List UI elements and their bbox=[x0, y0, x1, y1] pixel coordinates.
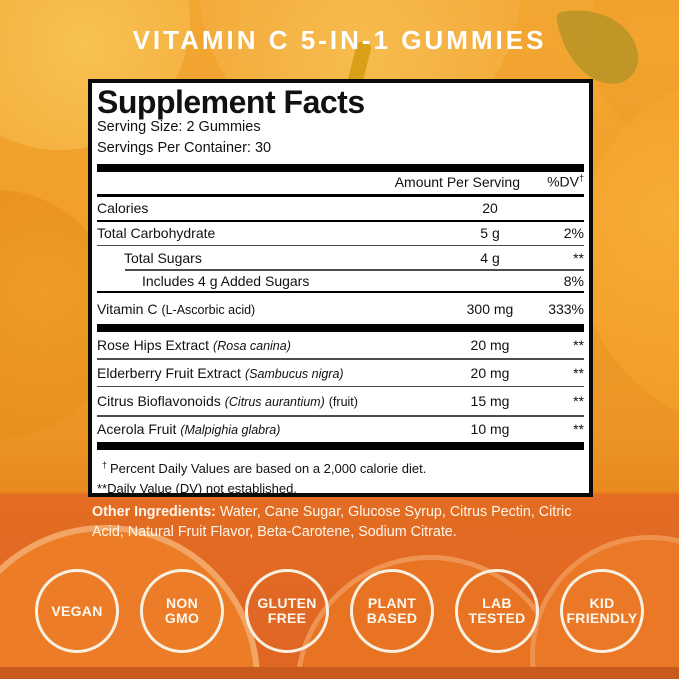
table-row-total-sugars: Total Sugars 4 g ** bbox=[124, 249, 584, 266]
thick-divider bbox=[97, 164, 584, 172]
table-row-elderberry: Elderberry Fruit Extract (Sambucus nigra)… bbox=[97, 364, 584, 381]
divider bbox=[97, 290, 584, 294]
footnote-daily-values: † Percent Daily Values are based on a 2,0… bbox=[102, 459, 427, 476]
divider bbox=[97, 415, 584, 417]
badge-gluten-free: GLUTEN FREE bbox=[245, 569, 329, 653]
thick-divider bbox=[97, 441, 584, 450]
other-ingredients-label: Other Ingredients: bbox=[92, 504, 216, 520]
product-title: VITAMIN C 5-IN-1 GUMMIES bbox=[132, 25, 547, 55]
table-row-rose-hips: Rose Hips Extract (Rosa canina) 20 mg ** bbox=[97, 337, 584, 354]
table-row-total-carbohydrate: Total Carbohydrate 5 g 2% bbox=[97, 225, 584, 242]
orange-photo-shape bbox=[578, 70, 679, 430]
divider bbox=[125, 269, 584, 271]
table-header: Amount Per Serving %DV† bbox=[97, 172, 584, 194]
table-row-citrus-bioflavonoids: Citrus Bioflavonoids (Citrus aurantium) (f… bbox=[97, 393, 584, 410]
other-ingredients-text: Water, Cane Sugar, Glucose Syrup, Citrus… bbox=[92, 504, 572, 540]
table-row-vitamin-c: Vitamin C (L-Ascorbic acid) 300 mg 333% bbox=[97, 300, 584, 317]
divider bbox=[97, 219, 584, 222]
servings-per-container: Servings Per Container: 30 bbox=[97, 140, 272, 156]
divider bbox=[97, 194, 584, 197]
footnote-dv-not-established: **Daily Value (DV) not established. bbox=[97, 481, 297, 496]
badge-vegan: VEGAN bbox=[35, 569, 119, 653]
other-ingredients: Other Ingredients: Water, Cane Sugar, Gl… bbox=[92, 503, 592, 542]
thick-divider bbox=[97, 324, 584, 333]
badge-lab-tested: LAB TESTED bbox=[455, 569, 539, 653]
badge-non-gmo: NON GMO bbox=[140, 569, 224, 653]
claim-badges: VEGAN NON GMO GLUTEN FREE PLANT BASED LAB TE… bbox=[0, 569, 679, 653]
divider bbox=[97, 385, 584, 388]
divider bbox=[97, 358, 584, 360]
column-amount: Amount Per Serving bbox=[394, 174, 520, 190]
divider bbox=[97, 244, 584, 247]
panel-heading: Supplement Facts bbox=[97, 84, 365, 120]
table-row-acerola: Acerola Fruit (Malpighia glabra) 10 mg ** bbox=[97, 421, 584, 438]
serving-size: Serving Size: 2 Gummies bbox=[97, 119, 261, 135]
column-dv: %DV† bbox=[547, 173, 584, 190]
bottom-strip bbox=[0, 667, 679, 679]
badge-plant-based: PLANT BASED bbox=[350, 569, 434, 653]
badge-kid-friendly: KID FRIENDLY bbox=[560, 569, 644, 653]
supplement-facts-panel: Supplement Facts Serving Size: 2 Gummies… bbox=[88, 79, 593, 497]
table-row-added-sugars: Includes 4 g Added Sugars 8% bbox=[142, 272, 584, 289]
table-row-calories: Calories 20 bbox=[97, 200, 498, 217]
